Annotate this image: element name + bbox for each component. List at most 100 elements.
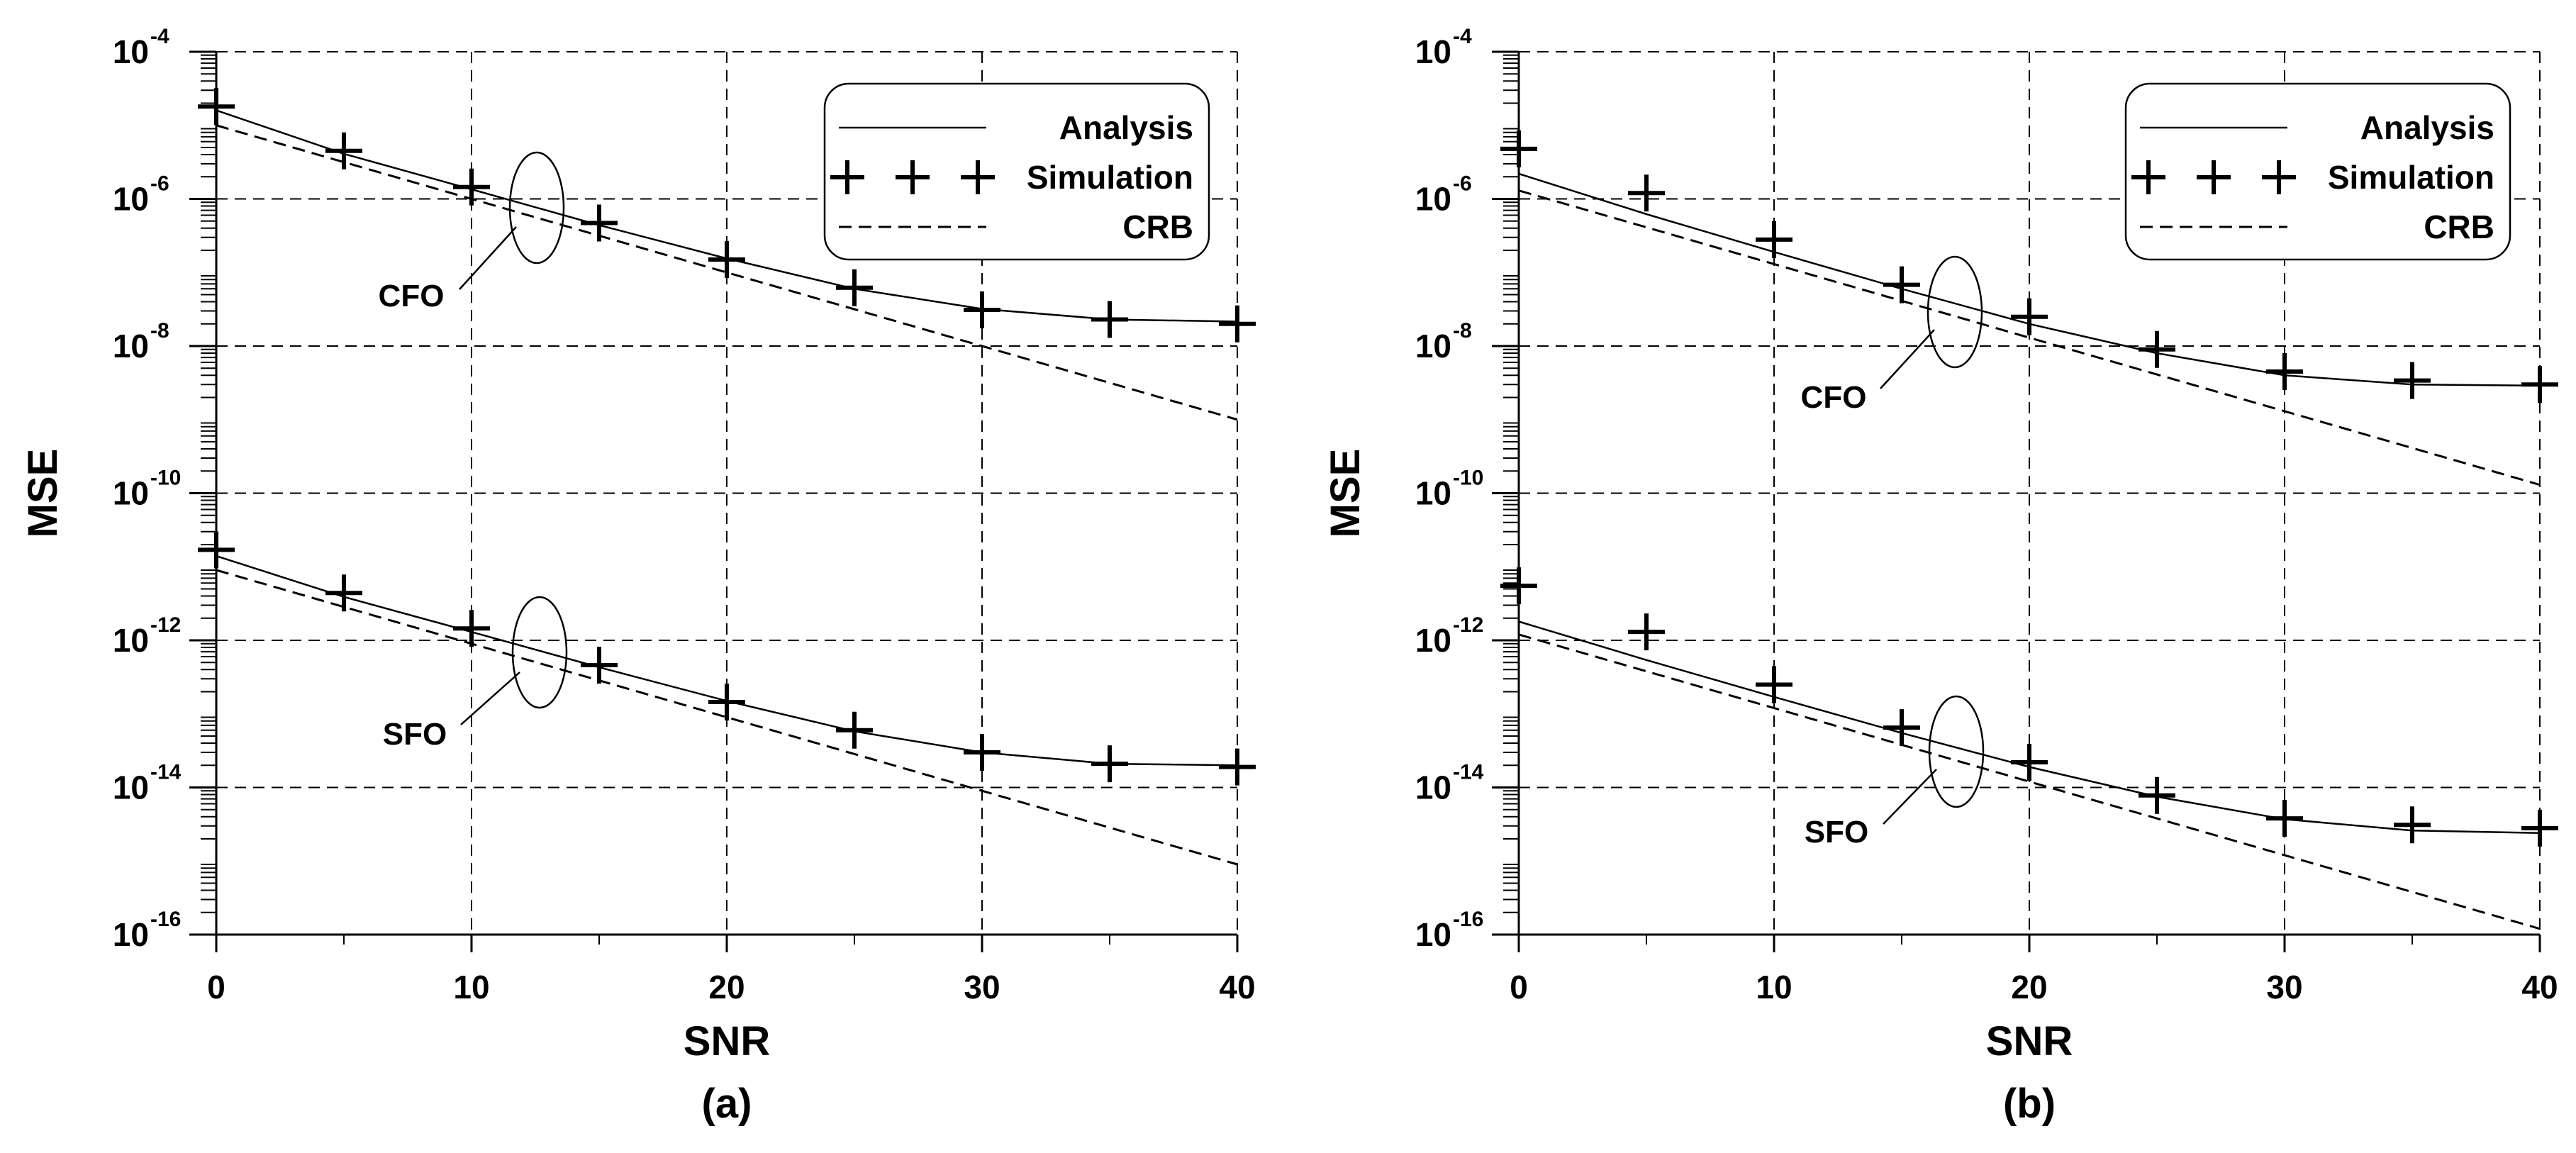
y-tick-label: 10 bbox=[1415, 181, 1451, 218]
simulation-marker-cfo bbox=[2394, 362, 2431, 399]
simulation-marker-cfo bbox=[453, 168, 490, 206]
y-tick-label: 10 bbox=[113, 769, 149, 806]
y-tick-label: 10 bbox=[1415, 769, 1451, 806]
simulation-marker-sfo bbox=[325, 574, 362, 612]
annotation-leader-cfo bbox=[1880, 329, 1935, 389]
annotation-ellipse-sfo bbox=[511, 596, 568, 709]
y-tick-label: 10 bbox=[1415, 328, 1451, 364]
y-tick-exponent: -14 bbox=[150, 761, 182, 784]
y-tick-label: 10 bbox=[113, 622, 149, 659]
annotation-label-cfo: CFO bbox=[379, 279, 445, 313]
simulation-marker-cfo bbox=[2139, 330, 2175, 368]
simulation-marker-sfo bbox=[1628, 613, 1665, 651]
simulation-marker-cfo bbox=[964, 291, 1000, 329]
annotation-ellipse-cfo bbox=[508, 151, 565, 264]
simulation-marker-cfo bbox=[1628, 174, 1665, 212]
legend-label: Simulation bbox=[1027, 159, 1193, 196]
x-axis-title: SNR bbox=[684, 1018, 770, 1064]
simulation-marker-sfo bbox=[1756, 666, 1792, 703]
simulation-marker-cfo bbox=[1756, 221, 1792, 258]
legend: Analysis Simulation CRB bbox=[2124, 82, 2511, 261]
y-tick-exponent: -12 bbox=[1453, 613, 1483, 637]
legend-label: Simulation bbox=[2328, 159, 2494, 196]
annotation-label-sfo: SFO bbox=[1805, 815, 1868, 850]
legend-label: CRB bbox=[1122, 208, 1193, 245]
annotation-leader-sfo bbox=[460, 672, 520, 725]
crb-line-sfo bbox=[216, 569, 1238, 866]
simulation-marker-sfo bbox=[453, 610, 490, 647]
simulation-marker-sfo bbox=[708, 684, 745, 721]
x-axis-title: SNR bbox=[1986, 1018, 2073, 1064]
x-tick-label: 40 bbox=[2521, 969, 2558, 1006]
y-tick-label: 10 bbox=[113, 916, 149, 953]
y-tick-exponent: -8 bbox=[1453, 319, 1472, 342]
panel-label: (a) bbox=[702, 1081, 752, 1127]
annotation-leader-cfo bbox=[459, 226, 517, 290]
simulation-marker-cfo bbox=[2011, 298, 2048, 335]
y-tick-exponent: -16 bbox=[150, 908, 181, 931]
simulation-marker-cfo bbox=[325, 132, 362, 169]
simulation-marker-cfo bbox=[1500, 130, 1537, 167]
legend-swatch-marker bbox=[2262, 160, 2296, 194]
x-tick-label: 10 bbox=[453, 969, 489, 1006]
simulation-marker-cfo bbox=[708, 240, 745, 278]
y-tick-label: 10 bbox=[113, 328, 149, 364]
x-tick-label: 10 bbox=[1756, 969, 1792, 1006]
x-tick-label: 20 bbox=[708, 969, 745, 1006]
y-tick-exponent: -6 bbox=[150, 172, 169, 196]
legend: Analysis Simulation CRB bbox=[823, 82, 1210, 261]
x-tick-label: 40 bbox=[1219, 969, 1255, 1006]
annotation-label-cfo: CFO bbox=[1801, 380, 1867, 415]
simulation-marker-cfo bbox=[1091, 301, 1128, 338]
y-axis-title: MSE bbox=[1322, 449, 1368, 538]
simulation-marker-cfo bbox=[1883, 266, 1920, 303]
simulation-marker-sfo bbox=[1500, 567, 1537, 605]
legend-label: Analysis bbox=[2360, 109, 2494, 146]
x-tick-label: 0 bbox=[207, 969, 225, 1006]
simulation-marker-cfo bbox=[198, 88, 235, 126]
annotation-ellipse-cfo bbox=[1927, 255, 1983, 369]
simulation-marker-cfo bbox=[2266, 352, 2303, 390]
legend-swatch-marker bbox=[896, 160, 930, 194]
legend-swatch-marker bbox=[830, 160, 864, 194]
y-tick-exponent: -10 bbox=[1453, 467, 1483, 490]
simulation-marker-sfo bbox=[964, 734, 1000, 771]
x-tick-label: 30 bbox=[964, 969, 1000, 1006]
y-tick-label: 10 bbox=[1415, 916, 1451, 953]
y-tick-label: 10 bbox=[113, 33, 149, 70]
simulation-marker-sfo bbox=[2521, 809, 2558, 847]
y-tick-exponent: -16 bbox=[1453, 908, 1483, 931]
simulation-marker-sfo bbox=[836, 711, 873, 749]
crb-line-cfo bbox=[1518, 189, 2541, 486]
analysis-line-sfo bbox=[1518, 620, 2541, 835]
y-tick-exponent: -14 bbox=[1453, 761, 1484, 784]
y-axis-title: MSE bbox=[20, 449, 66, 538]
legend-swatch-marker bbox=[2197, 160, 2231, 194]
y-tick-exponent: -12 bbox=[150, 613, 181, 637]
y-tick-exponent: -8 bbox=[150, 319, 169, 342]
legend-swatch-marker bbox=[961, 160, 995, 194]
simulation-marker-sfo bbox=[2139, 776, 2175, 814]
x-tick-label: 20 bbox=[2011, 969, 2047, 1006]
simulation-marker-sfo bbox=[2266, 800, 2303, 837]
simulation-marker-sfo bbox=[1219, 748, 1256, 786]
y-tick-label: 10 bbox=[113, 181, 149, 218]
y-tick-exponent: -10 bbox=[150, 467, 181, 490]
y-tick-label: 10 bbox=[1415, 33, 1451, 70]
simulation-marker-sfo bbox=[2394, 806, 2431, 844]
simulation-marker-cfo bbox=[581, 204, 618, 242]
y-tick-label: 10 bbox=[113, 475, 149, 512]
y-tick-label: 10 bbox=[1415, 622, 1451, 659]
simulation-marker-sfo bbox=[581, 646, 618, 684]
simulation-marker-sfo bbox=[1883, 709, 1920, 747]
y-tick-exponent: -4 bbox=[150, 25, 169, 48]
legend-swatch-marker bbox=[2131, 160, 2165, 194]
simulation-marker-sfo bbox=[1091, 745, 1128, 783]
simulation-marker-cfo bbox=[836, 269, 873, 306]
panel-label: (b) bbox=[2003, 1081, 2056, 1127]
crb-line-cfo bbox=[216, 124, 1238, 421]
y-tick-exponent: -6 bbox=[1453, 172, 1472, 196]
